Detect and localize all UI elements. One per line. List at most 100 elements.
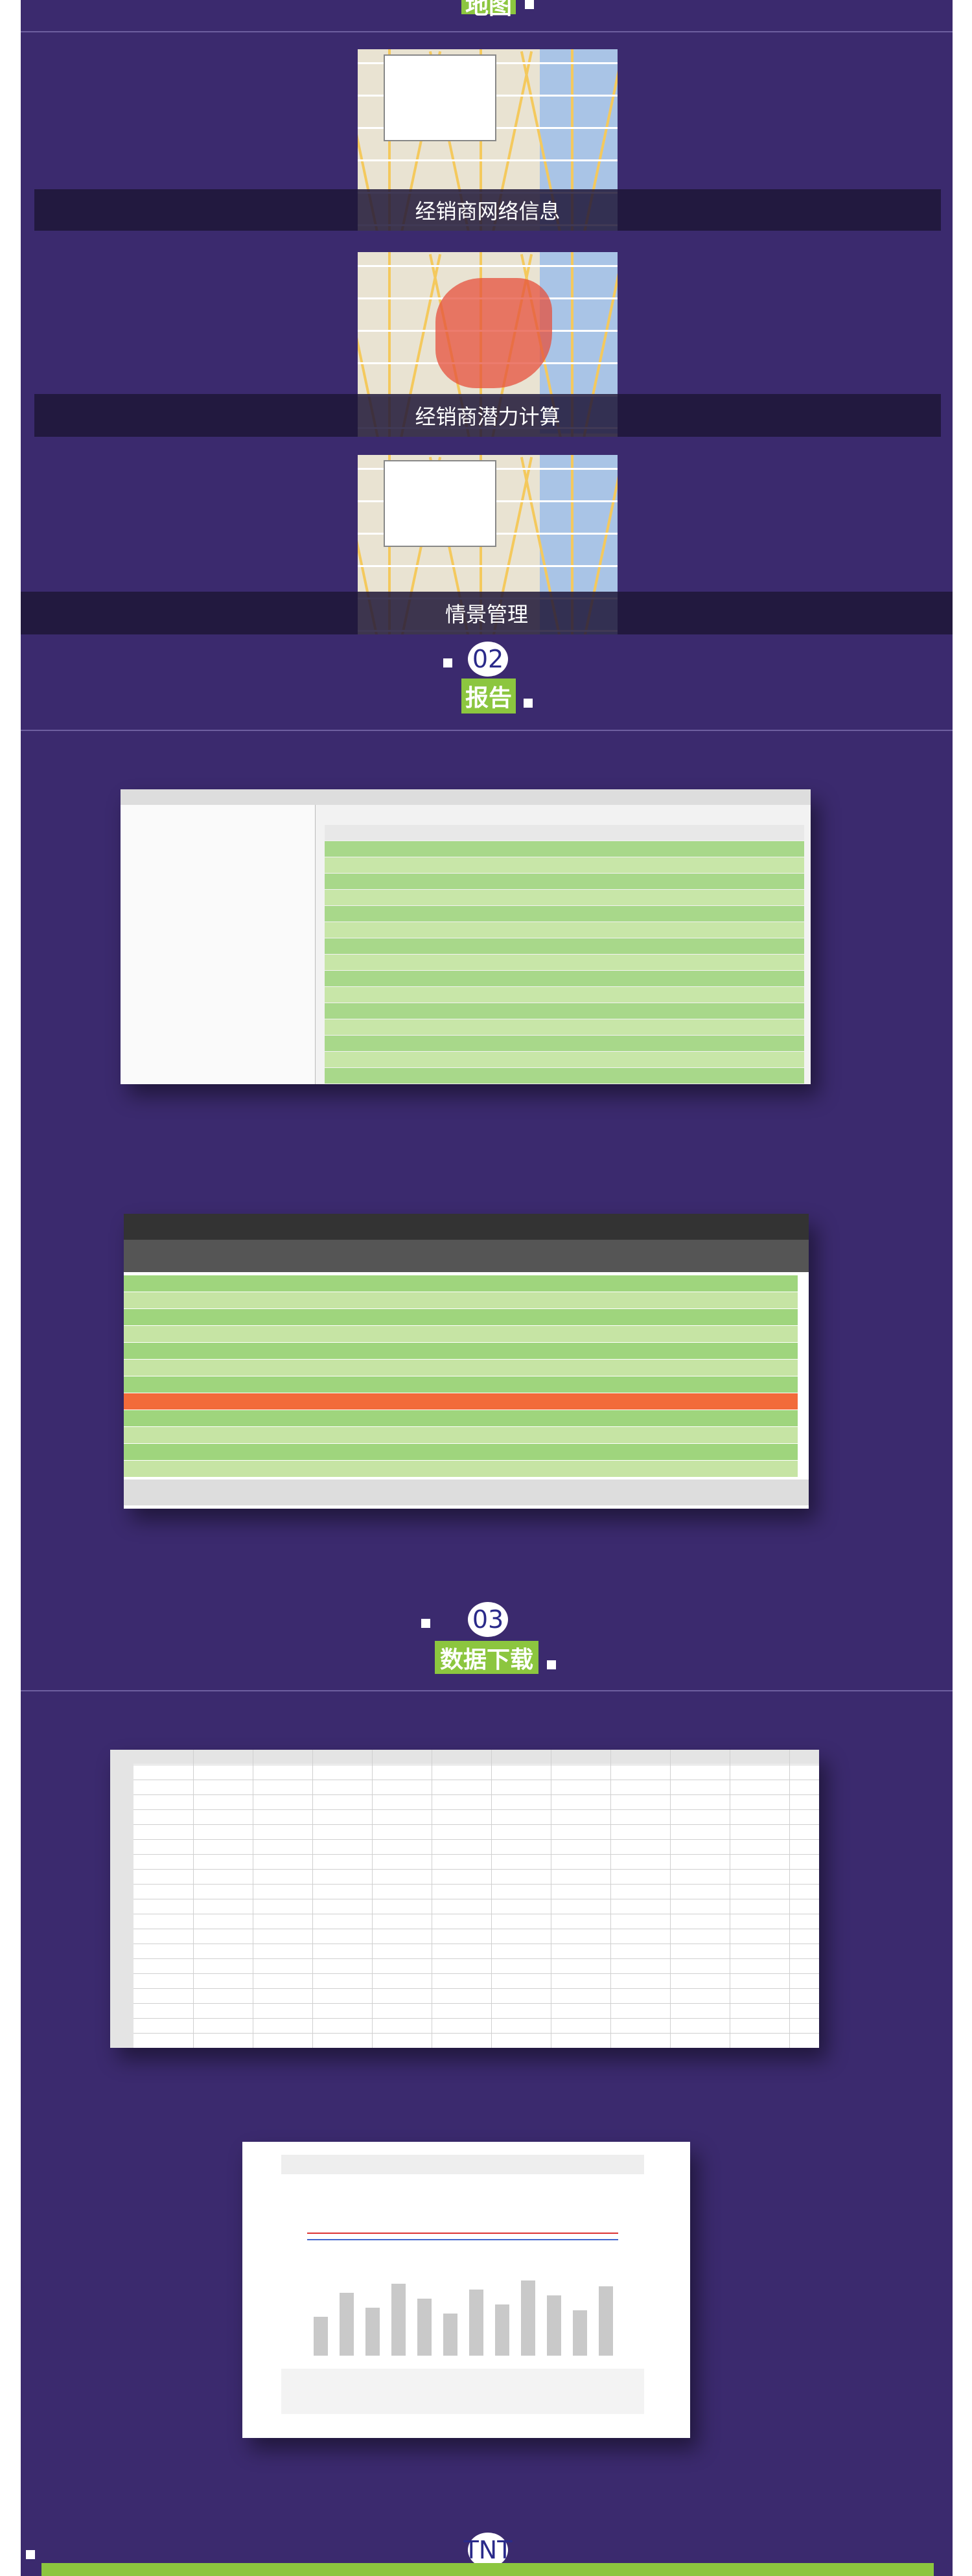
section-heading: 报告 <box>461 679 516 714</box>
grid <box>670 1750 671 2048</box>
pager <box>124 1479 809 1505</box>
header <box>281 2155 644 2174</box>
sidebar <box>121 805 316 1084</box>
table-row <box>325 874 804 889</box>
decor <box>421 1619 430 1628</box>
table <box>281 2369 644 2414</box>
divider <box>21 730 953 731</box>
table-row <box>124 1275 798 1292</box>
bar <box>314 2317 328 2356</box>
table-row <box>325 841 804 857</box>
decor <box>524 699 533 708</box>
bar <box>391 2284 406 2356</box>
row-header <box>110 1750 133 2048</box>
section-number: 02 <box>468 642 508 677</box>
table-row <box>124 1444 798 1460</box>
table-row <box>325 955 804 970</box>
popup <box>384 54 496 141</box>
table-row <box>325 987 804 1003</box>
grid <box>133 1958 819 1959</box>
grid <box>610 1750 611 2048</box>
grid <box>133 2003 819 2004</box>
popup <box>384 460 496 547</box>
line <box>307 2239 618 2240</box>
grid <box>193 1750 194 2048</box>
caption: 情景管理 <box>21 592 953 634</box>
column-header <box>110 1750 819 1764</box>
grid <box>133 1794 819 1795</box>
table-row <box>325 1019 804 1035</box>
road <box>358 565 618 567</box>
bar <box>340 2293 354 2356</box>
caption: 经销商网络信息 <box>34 189 941 231</box>
road <box>571 455 573 634</box>
bar <box>521 2280 535 2356</box>
table-row <box>124 1461 798 1477</box>
table-row <box>124 1309 798 1325</box>
bar <box>443 2314 457 2356</box>
decor <box>26 2550 35 2559</box>
divider <box>21 1690 953 1691</box>
divider <box>21 31 953 32</box>
grid <box>133 1854 819 1855</box>
report-screenshot <box>124 1214 809 1509</box>
grid <box>312 1750 313 2048</box>
grid <box>133 2018 819 2019</box>
table-row <box>124 1393 798 1410</box>
table-row <box>325 1052 804 1067</box>
report-screenshot <box>121 789 811 1084</box>
section-number: TNT <box>464 2533 512 2568</box>
table-row <box>325 971 804 986</box>
chart-screenshot <box>242 2142 690 2438</box>
table-header <box>124 1240 809 1272</box>
bar <box>547 2295 561 2356</box>
bar <box>573 2310 587 2356</box>
decor <box>525 0 534 9</box>
table-row <box>325 857 804 873</box>
table-row <box>325 922 804 938</box>
line <box>307 2233 618 2234</box>
bar <box>469 2290 483 2356</box>
road <box>571 49 573 231</box>
table-row <box>325 906 804 922</box>
table-row <box>124 1376 798 1393</box>
grid <box>133 1884 819 1885</box>
road <box>571 252 573 437</box>
table-row <box>124 1326 798 1342</box>
table-header <box>325 825 804 841</box>
table-row <box>124 1292 798 1308</box>
table-row <box>124 1343 798 1359</box>
road <box>358 265 618 267</box>
caption: 经销商潜力计算 <box>34 394 941 437</box>
toolbar <box>124 1214 809 1240</box>
grid <box>789 1750 790 2048</box>
bar <box>365 2308 380 2356</box>
grid <box>133 2033 819 2034</box>
table-row <box>124 1410 798 1426</box>
table-row <box>325 890 804 905</box>
section-heading: 地图 <box>461 0 516 19</box>
decor <box>547 1660 556 1669</box>
table-row <box>325 1068 804 1084</box>
grid <box>133 1988 819 1989</box>
map-image <box>358 49 618 231</box>
grid <box>133 1869 819 1870</box>
heat-area <box>435 278 552 388</box>
toolbar <box>121 789 811 805</box>
grid <box>133 1973 819 1974</box>
section-heading: 数据下载 <box>435 1641 538 1674</box>
grid <box>133 1809 819 1810</box>
table-row <box>325 1036 804 1051</box>
table-row <box>124 1360 798 1376</box>
heading-bar <box>41 2563 934 2576</box>
spreadsheet-screenshot <box>110 1750 819 2048</box>
bar <box>495 2304 509 2356</box>
bar <box>599 2286 613 2356</box>
table-row <box>325 1003 804 1019</box>
table-row <box>325 938 804 954</box>
table-row <box>124 1427 798 1443</box>
road <box>358 159 618 161</box>
grid <box>372 1750 373 2048</box>
section-number: 03 <box>468 1602 508 1637</box>
